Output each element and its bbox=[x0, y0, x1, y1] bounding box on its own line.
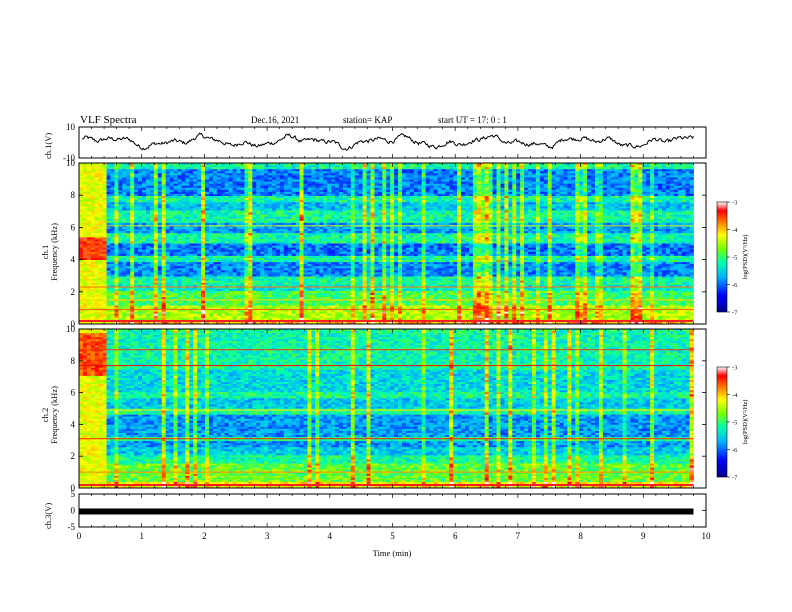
ch2-low-freq-band bbox=[79, 484, 694, 486]
time-tick-label: 0 bbox=[77, 531, 82, 541]
ch2-colorbar: -3 -4 -5 -6 -7 log(PSD)(V²/Hz) bbox=[716, 365, 749, 482]
ch2-spectrogram-ytick-label: 6 bbox=[71, 388, 76, 398]
ch2-colorbar-tick-label: -6 bbox=[732, 447, 738, 454]
ch2-colorbar-label: log(PSD)(V²/Hz) bbox=[742, 400, 749, 445]
ch2-colorbar-tick-label: -4 bbox=[732, 392, 738, 399]
time-tick-label: 4 bbox=[328, 531, 333, 541]
ch1-colorbar-gradient bbox=[716, 201, 728, 313]
time-tick-label: 8 bbox=[578, 531, 583, 541]
ch1-frequency-axis-label-line1: ch.1 bbox=[40, 245, 50, 259]
time-tick-label: 5 bbox=[390, 531, 395, 541]
ch1-heatmap bbox=[79, 163, 694, 325]
ch1-spectrogram-ytick-label: 8 bbox=[71, 190, 76, 200]
ch1-spectrogram-ytick-label: 2 bbox=[71, 287, 76, 297]
ch2-spectrogram-ytick-label: 8 bbox=[71, 356, 76, 366]
ch1-colorbar-tick-label: -3 bbox=[732, 200, 737, 207]
ch1-voltage-axis-label: ch.1(V) bbox=[43, 133, 53, 159]
ch2-frequency-axis-label-line2: Frequency (kHz) bbox=[49, 386, 59, 444]
ch2-spectrogram-ytick-label: 4 bbox=[71, 419, 76, 429]
time-axis-label: Time (min) bbox=[373, 548, 412, 558]
date-label: Dec.16, 2021 bbox=[251, 115, 299, 125]
ch1-spectrogram-ytick-label: 10 bbox=[66, 158, 76, 168]
ch1-spectrogram-ytick-label: 6 bbox=[71, 222, 76, 232]
ch1-colorbar-tick-label: -6 bbox=[732, 282, 738, 289]
ch1-frequency-axis-label-line2: Frequency (kHz) bbox=[49, 223, 59, 281]
ch1-waveform-ytick-label: 10 bbox=[66, 122, 76, 132]
ch1-waveform-panel: 10 -10 bbox=[63, 122, 707, 163]
ch1-waveform-ytick-label: -10 bbox=[63, 153, 75, 163]
ch1-colorbar-tick-label: -5 bbox=[732, 255, 737, 262]
ch1-spectrogram-ytick-label: 0 bbox=[71, 319, 76, 329]
ch1-waveform-line bbox=[82, 132, 694, 151]
ch1-colorbar: -3 -4 -5 -6 -7 log(PSD)(V²/Hz) bbox=[716, 200, 749, 317]
ch2-spectrogram-ytick-label: 2 bbox=[71, 451, 76, 461]
ch2-colorbar-tick-label: -3 bbox=[732, 365, 737, 372]
ch3-waveform-ytick-label: 5 bbox=[71, 489, 76, 499]
ch2-colorbar-tick-label: -7 bbox=[732, 475, 738, 482]
ch2-spectrogram-ytick-label: 10 bbox=[66, 324, 76, 334]
time-tick-label: 7 bbox=[516, 531, 521, 541]
ch3-waveform-ytick-label: 0 bbox=[71, 506, 76, 516]
time-tick-label: 10 bbox=[702, 531, 712, 541]
ch1-spectrogram-panel: 0 2 4 6 8 10 bbox=[66, 158, 707, 329]
ch3-voltage-axis-label: ch.3(V) bbox=[43, 503, 53, 529]
ch3-waveform-panel: 50-50 1 2 3 4 5 6 7 8 9 10 bbox=[68, 489, 712, 541]
ch2-colorbar-tick-label: -5 bbox=[732, 420, 737, 427]
time-tick-label: 2 bbox=[202, 531, 207, 541]
time-tick-label: 1 bbox=[139, 531, 144, 541]
ch1-colorbar-tick-label: -7 bbox=[732, 310, 738, 317]
station-label: station= KAP bbox=[343, 115, 392, 125]
ch2-colorbar-gradient bbox=[716, 366, 728, 478]
start-time-label: start UT = 17: 0 : 1 bbox=[438, 115, 507, 125]
figure-title: VLF Spectra bbox=[80, 114, 137, 126]
ch2-frequency-axis-label-line1: ch.2 bbox=[40, 408, 50, 422]
time-tick-label: 6 bbox=[453, 531, 458, 541]
ch1-colorbar-label: log(PSD)(V²/Hz) bbox=[742, 235, 749, 280]
ch3-waveform-line bbox=[79, 508, 694, 515]
ch1-low-freq-band bbox=[79, 320, 694, 322]
ch1-spectrogram-ytick-label: 4 bbox=[71, 255, 76, 265]
ch2-heatmap bbox=[79, 329, 694, 489]
ch1-colorbar-tick-label: -4 bbox=[732, 227, 738, 234]
time-tick-label: 9 bbox=[641, 531, 646, 541]
time-tick-label: 3 bbox=[265, 531, 270, 541]
ch3-waveform-ytick-label: -5 bbox=[68, 522, 76, 532]
ch2-spectrogram-ytick-label: 0 bbox=[71, 483, 76, 493]
ch2-spectrogram-panel: 0 2 4 6 8 10 bbox=[66, 324, 707, 493]
